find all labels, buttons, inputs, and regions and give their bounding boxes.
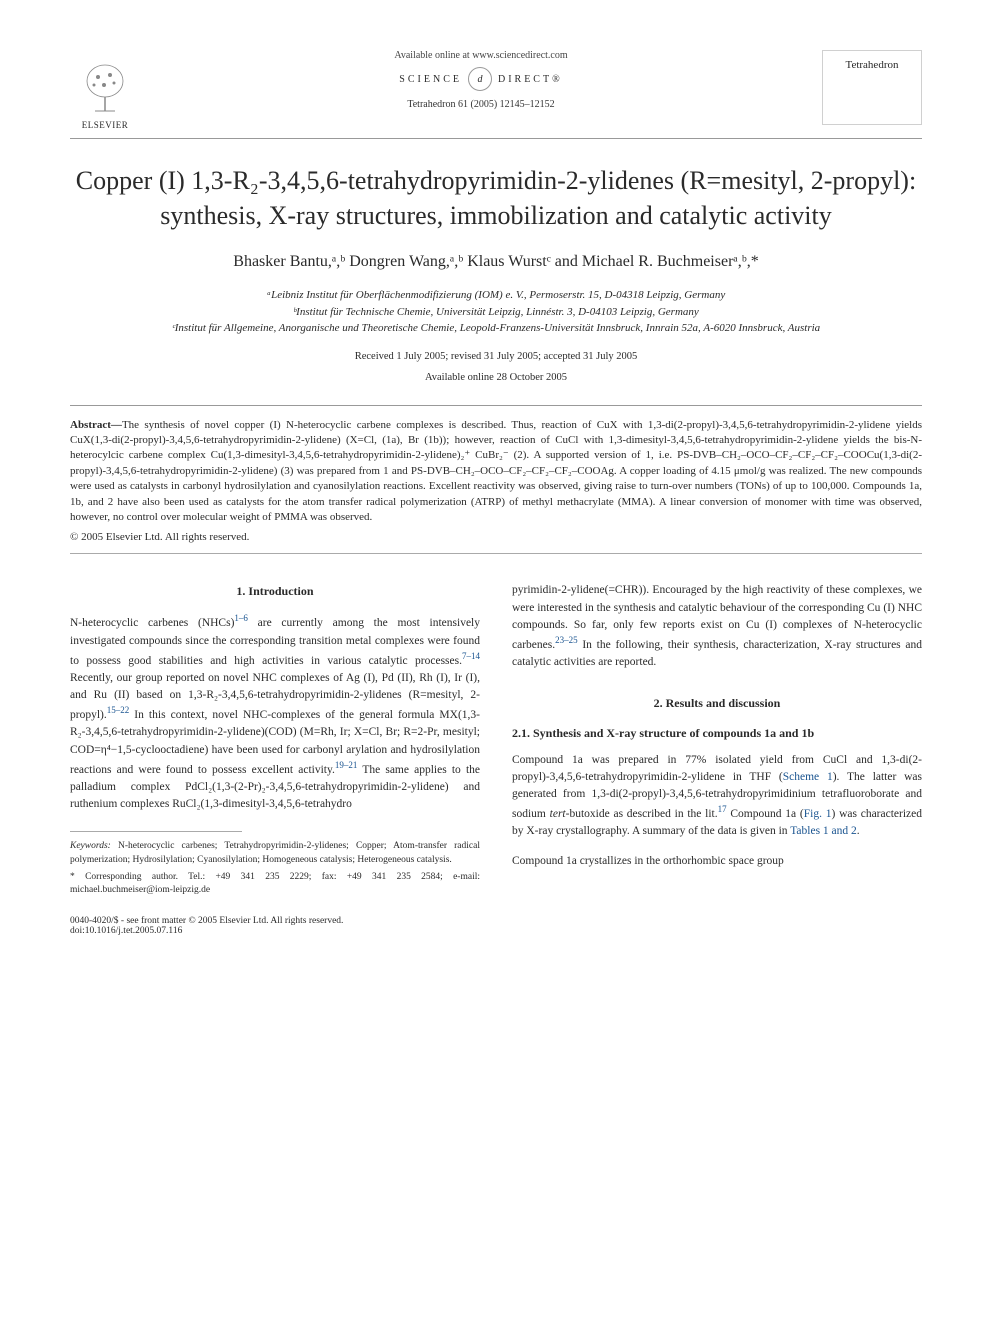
doi-row: 0040-4020/$ - see front matter © 2005 El… [70, 916, 922, 936]
affiliation-b: ᵇInstitut für Technische Chemie, Univers… [70, 304, 922, 321]
available-online-date: Available online 28 October 2005 [70, 372, 922, 383]
article-title: Copper (I) 1,3-R₂-3,4,5,6-tetrahydropyri… [70, 163, 922, 233]
sd-at-icon: d [468, 67, 492, 91]
ref-link[interactable]: 1–6 [234, 613, 248, 623]
body-columns: 1. Introduction N-heterocyclic carbenes … [70, 582, 922, 901]
header-row: ELSEVIER Available online at www.science… [70, 50, 922, 130]
issn-line: 0040-4020/$ - see front matter © 2005 El… [70, 916, 343, 936]
copyright: © 2005 Elsevier Ltd. All rights reserved… [70, 531, 922, 543]
tables-link[interactable]: Tables 1 and 2 [790, 825, 857, 837]
abstract-text: The synthesis of novel copper (I) N-hete… [70, 419, 922, 523]
publisher-logo: ELSEVIER [70, 50, 140, 130]
subsection-2-1-p1: Compound 1a was prepared in 77% isolated… [512, 752, 922, 841]
publisher-name: ELSEVIER [82, 120, 129, 130]
intro-paragraph-2: pyrimidin-2-ylidene(=CHR)). Encouraged b… [512, 582, 922, 671]
authors: Bhasker Bantu,ᵃ,ᵇ Dongren Wang,ᵃ,ᵇ Klaus… [70, 253, 922, 271]
header-center: Available online at www.sciencedirect.co… [140, 50, 822, 110]
sd-right: DIRECT® [498, 74, 563, 85]
affiliation-a: ᵃLeibniz Institut für Oberflächenmodifiz… [70, 287, 922, 304]
affiliations: ᵃLeibniz Institut für Oberflächenmodifiz… [70, 287, 922, 337]
citation: Tetrahedron 61 (2005) 12145–12152 [160, 99, 802, 110]
subsection-2-1-heading: 2.1. Synthesis and X-ray structure of co… [512, 724, 922, 742]
abstract: Abstract—The synthesis of novel copper (… [70, 418, 922, 526]
sd-left: SCIENCE [399, 74, 462, 85]
right-column: pyrimidin-2-ylidene(=CHR)). Encouraged b… [512, 582, 922, 901]
elsevier-tree-icon [80, 63, 130, 118]
journal-name: Tetrahedron [846, 59, 899, 71]
results-heading: 2. Results and discussion [512, 694, 922, 712]
keywords-footnote: Keywords: N-heterocyclic carbenes; Tetra… [70, 840, 480, 867]
footnote-rule [70, 831, 242, 832]
affiliation-c: ᶜInstitut für Allgemeine, Anorganische u… [70, 320, 922, 337]
figure-link[interactable]: Fig. 1 [804, 808, 832, 820]
ref-link[interactable]: 15–22 [107, 705, 130, 715]
sciencedirect-logo: SCIENCE d DIRECT® [399, 67, 562, 91]
available-online-text: Available online at www.sciencedirect.co… [160, 50, 802, 61]
footnotes: Keywords: N-heterocyclic carbenes; Tetra… [70, 840, 480, 897]
subsection-2-1-p2: Compound 1a crystallizes in the orthorho… [512, 853, 922, 870]
ref-link[interactable]: 19–21 [335, 760, 358, 770]
intro-paragraph-1: N-heterocyclic carbenes (NHCs)1–6 are cu… [70, 612, 480, 813]
post-abstract-rule [70, 553, 922, 554]
ref-link[interactable]: 7–14 [462, 651, 480, 661]
journal-cover: Tetrahedron [822, 50, 922, 125]
scheme-link[interactable]: Scheme 1 [783, 771, 833, 783]
ref-link[interactable]: 23–25 [555, 635, 578, 645]
ref-link[interactable]: 17 [718, 804, 727, 814]
abstract-label: Abstract— [70, 419, 122, 431]
intro-heading: 1. Introduction [70, 582, 480, 600]
pre-abstract-rule [70, 405, 922, 406]
left-column: 1. Introduction N-heterocyclic carbenes … [70, 582, 480, 901]
received-dates: Received 1 July 2005; revised 31 July 20… [70, 351, 922, 362]
corresponding-author-footnote: * Corresponding author. Tel.: +49 341 23… [70, 871, 480, 898]
header-rule [70, 138, 922, 139]
